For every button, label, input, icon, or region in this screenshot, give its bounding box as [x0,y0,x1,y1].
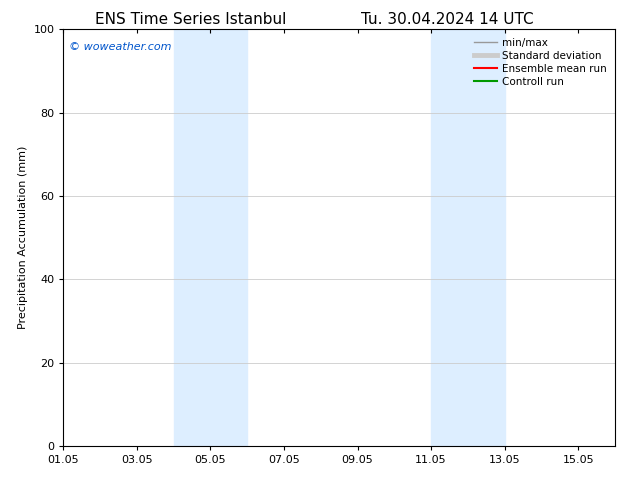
Text: Tu. 30.04.2024 14 UTC: Tu. 30.04.2024 14 UTC [361,12,534,27]
Text: ENS Time Series Istanbul: ENS Time Series Istanbul [95,12,287,27]
Bar [431,29,505,446]
Legend: min/max, Standard deviation, Ensemble mean run, Controll run: min/max, Standard deviation, Ensemble me… [470,35,610,90]
Y-axis label: Precipitation Accumulation (mm): Precipitation Accumulation (mm) [18,146,28,329]
Text: © woweather.com: © woweather.com [69,42,171,52]
Bar [174,29,247,446]
